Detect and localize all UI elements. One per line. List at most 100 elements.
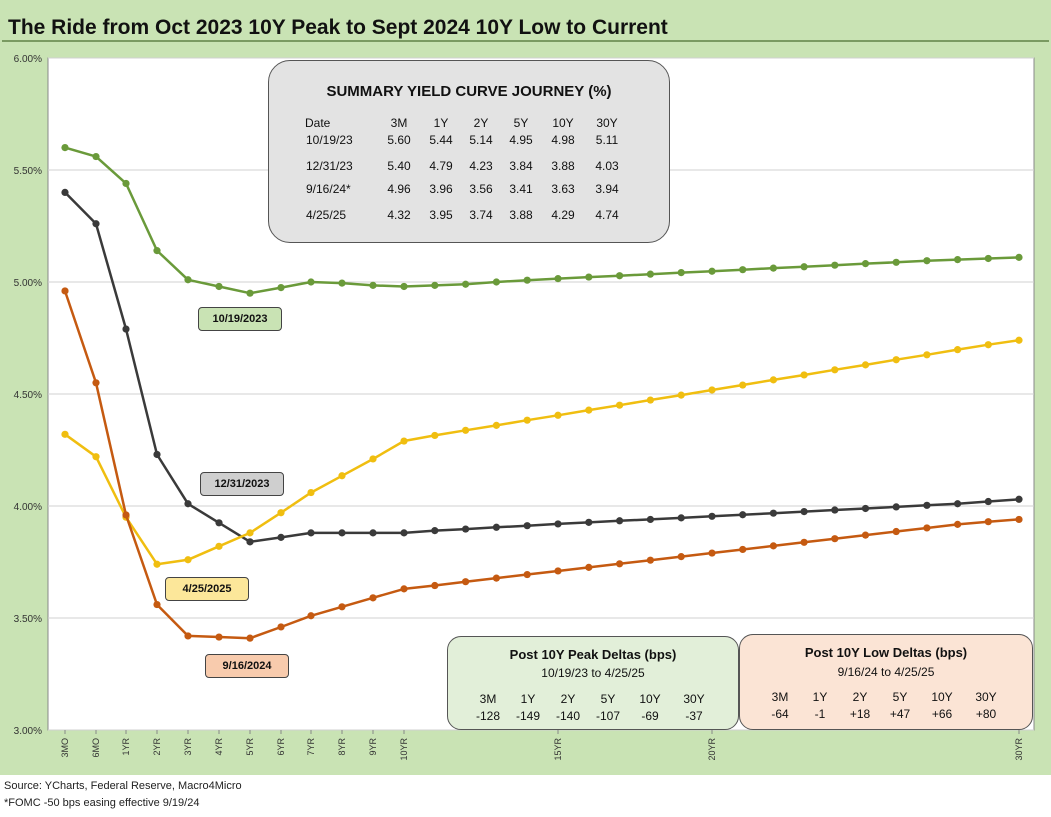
series-point-2: [492, 421, 500, 429]
summary-cell: 4.96: [387, 182, 411, 196]
series-point-2: [646, 396, 655, 404]
summary-cell: 4.98: [551, 133, 575, 147]
series-point-2: [769, 376, 778, 384]
series-point-3: [61, 287, 69, 295]
series-point-0: [677, 268, 685, 277]
series-point-3: [492, 574, 500, 582]
series-point-3: [585, 563, 593, 571]
series-point-1: [184, 500, 192, 508]
summary-cell: 3.88: [551, 159, 575, 173]
series-point-1: [61, 188, 69, 196]
x-tick-label: 6MO: [91, 738, 101, 758]
series-line-1: [64, 191, 1020, 544]
series-point-0: [585, 273, 593, 281]
low_deltas-value: -1: [814, 707, 826, 721]
series-point-3: [984, 518, 992, 526]
series-point-1: [616, 517, 624, 525]
summary-cell: 3.41: [509, 182, 533, 196]
summary-cell: 4.29: [551, 208, 575, 222]
x-tick-label: 3YR: [183, 738, 193, 756]
low_deltas-header: 10Y: [931, 690, 953, 704]
summary-cell: 5.44: [429, 133, 453, 147]
y-tick-label: 6.00%: [14, 54, 42, 65]
y-tick-label: 5.00%: [14, 278, 42, 289]
series-point-0: [1015, 253, 1023, 261]
series-point-0: [153, 247, 161, 255]
series-point-3: [246, 634, 254, 642]
series-point-1: [646, 515, 655, 524]
x-tick-label: 6YR: [276, 738, 286, 756]
summary-cell: 4.23: [469, 159, 493, 173]
low-deltas-box: Post 10Y Low Deltas (bps) 9/16/24 to 4/2…: [739, 634, 1033, 730]
peak_deltas-header: 30Y: [683, 692, 705, 706]
x-tick-label: 8YR: [337, 738, 347, 756]
summary-cell: 9/16/24*: [306, 182, 351, 196]
series-point-0: [369, 281, 377, 289]
x-tick-label: 15YR: [553, 738, 563, 761]
series-point-2: [1015, 336, 1023, 344]
series-point-0: [892, 258, 900, 266]
series-point-0: [769, 264, 778, 272]
series-point-1: [954, 500, 962, 508]
series-label-dec-2023: 12/31/2023: [200, 472, 284, 496]
series-point-0: [984, 254, 992, 263]
series-point-3: [431, 581, 439, 590]
fomc-note: *FOMC -50 bps easing effective 9/19/24: [4, 797, 200, 809]
x-tick-label: 4YR: [214, 738, 224, 756]
series-point-2: [708, 386, 716, 394]
series-point-2: [954, 346, 962, 354]
summary-cell: 3.56: [469, 182, 493, 196]
series-point-2: [400, 437, 408, 445]
series-point-2: [861, 361, 870, 369]
peak_deltas-value: -37: [685, 709, 703, 723]
series-point-0: [92, 152, 100, 161]
x-tick-label: 2YR: [152, 738, 162, 756]
series-point-0: [708, 267, 716, 275]
series-point-3: [92, 379, 100, 387]
peak_deltas-header: 5Y: [600, 692, 616, 706]
x-tick-label: 5YR: [245, 738, 255, 756]
series-point-1: [215, 519, 223, 527]
summary-cell: 5.60: [387, 133, 411, 147]
series-point-0: [431, 281, 439, 289]
series-point-1: [369, 529, 377, 537]
summary-cell: 4/25/25: [306, 208, 347, 222]
series-point-0: [61, 144, 69, 152]
series-point-2: [831, 366, 839, 374]
series-point-2: [307, 488, 315, 497]
x-tick-label: 30YR: [1014, 738, 1024, 761]
x-tick-label: 9YR: [368, 738, 378, 756]
series-point-1: [739, 511, 747, 519]
low_deltas-value: +80: [975, 707, 997, 721]
series-label-apr-2025: 4/25/2025: [165, 577, 249, 601]
series-point-0: [923, 257, 931, 265]
series-point-0: [462, 280, 470, 288]
series-point-0: [307, 278, 315, 286]
series-point-0: [215, 282, 223, 291]
peak_deltas-value: -140: [555, 709, 581, 723]
series-point-3: [338, 603, 346, 611]
series-point-0: [400, 282, 408, 291]
x-tick-label: 7YR: [306, 738, 316, 756]
low-deltas-subtitle: 9/16/24 to 4/25/25: [837, 665, 935, 679]
series-point-1: [831, 506, 839, 514]
series-line-2: [64, 338, 1020, 566]
series-point-3: [1015, 515, 1023, 524]
series-point-3: [616, 560, 624, 568]
summary-cell: 3.95: [429, 208, 453, 222]
series-point-2: [184, 556, 192, 564]
summary-header: Date: [305, 116, 331, 130]
series-point-1: [338, 529, 346, 537]
series-point-0: [277, 284, 285, 292]
summary-cell: 3.88: [509, 208, 533, 222]
peak-deltas-subtitle: 10/19/23 to 4/25/25: [541, 666, 645, 680]
summary-header: 30Y: [596, 116, 618, 130]
series-point-3: [184, 632, 192, 640]
low_deltas-value: +18: [849, 707, 871, 721]
peak_deltas-header: 10Y: [639, 692, 661, 706]
y-tick-label: 3.00%: [14, 726, 42, 737]
series-point-3: [400, 585, 408, 593]
summary-cell: 4.95: [509, 133, 533, 147]
peak_deltas-header: 2Y: [560, 692, 576, 706]
series-point-1: [708, 512, 716, 520]
